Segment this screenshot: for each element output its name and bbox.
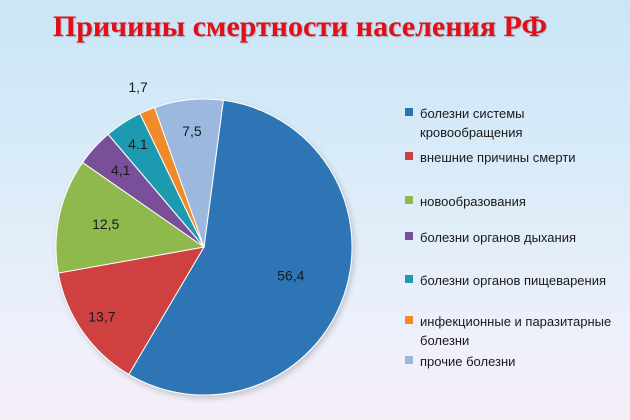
legend-swatch [405,232,413,240]
legend-swatch [405,108,413,116]
pie-slice [128,99,353,396]
pie-slice [57,246,205,376]
legend-swatch [405,152,413,160]
slice-data-label: 7,5 [182,123,202,139]
slice-data-label: 56,4 [277,268,304,284]
pie-slice [153,98,224,248]
legend-label: болезни органов дыхания [420,230,576,245]
legend-swatch [405,275,413,283]
legend-label: болезни органов пищеварения [420,273,607,288]
chart-title: Причины смертности населения РФ [52,10,548,43]
legend-swatch [405,316,413,324]
slice-data-label: 4,1 [111,162,131,178]
legend-swatch [405,356,413,364]
pie-slice [55,161,206,274]
legend-swatch [405,196,413,204]
legend-label: новообразования [420,194,526,209]
slice-data-label: 4.1 [128,136,148,152]
slice-data-label: 12,5 [92,216,119,232]
legend-label: болезни системы кровообращения [420,106,525,140]
slice-data-label: 13,7 [88,309,115,325]
slice-data-label: 1,7 [128,79,148,95]
legend-label: внешние причины смерти [420,150,576,165]
legend-label: инфекционные и паразитарные болезни [420,314,612,348]
legend-label: прочие болезни [420,354,516,369]
